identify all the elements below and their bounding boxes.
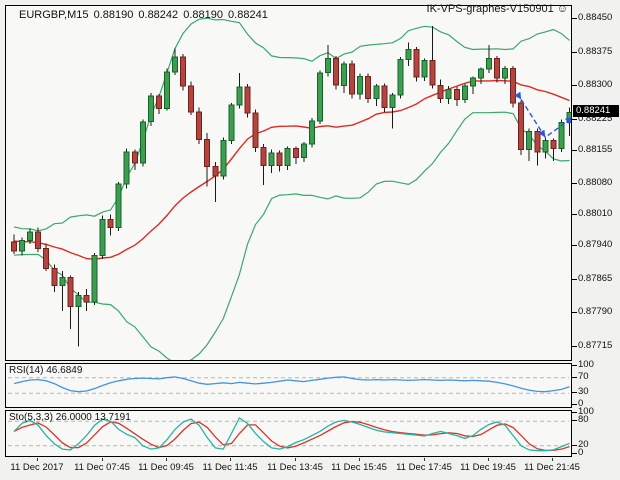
stochastic-scale-tick xyxy=(572,453,577,454)
rsi-scale-tick xyxy=(572,392,577,393)
time-axis-label: 11 Dec 19:45 xyxy=(460,462,516,473)
watermark: IK-VPS-graphes-V150901 ☺ xyxy=(426,3,568,15)
time-axis-tick xyxy=(37,458,38,461)
stochastic-panel[interactable]: Sto(5,3,3) 26.0000 13.7191 xyxy=(5,410,572,457)
price-axis-label: 0.88080 xyxy=(578,177,613,188)
symbol-label: EURGBP,M15 xyxy=(19,9,89,21)
bollinger-lower-line xyxy=(13,111,570,360)
price-axis-tick xyxy=(572,85,577,86)
high-value: 0.88242 xyxy=(138,9,179,21)
price-axis-tick xyxy=(572,279,577,280)
rsi-canvas[interactable] xyxy=(6,364,571,407)
rsi-scale-tick xyxy=(572,365,577,366)
stochastic-label: Sto(5,3,3) 26.0000 13.7191 xyxy=(9,412,131,423)
stochastic-signal-line xyxy=(13,420,570,452)
price-axis-tick xyxy=(572,183,577,184)
rsi-label: RSI(14) 46.6849 xyxy=(9,365,83,376)
smiley-icon: ☺ xyxy=(556,3,568,15)
price-axis-tick xyxy=(572,214,577,215)
stochastic-scale-tick xyxy=(572,420,577,421)
price-axis-label: 0.88375 xyxy=(578,46,613,57)
rsi-scale-label: 0 xyxy=(578,398,584,409)
ohlc-readout: EURGBP,M15 0.88190 0.88242 0.88190 0.882… xyxy=(19,9,270,21)
time-axis-tick xyxy=(488,458,489,461)
main-chart-panel[interactable]: EURGBP,M15 0.88190 0.88242 0.88190 0.882… xyxy=(5,5,572,361)
time-axis-label: 11 Dec 15:45 xyxy=(331,462,387,473)
rsi-scale-label: 30 xyxy=(578,386,589,397)
rsi-scale-label: 70 xyxy=(578,371,589,382)
time-axis-label: 11 Dec 11:45 xyxy=(202,462,258,473)
rsi-scale-label: 100 xyxy=(578,359,594,370)
zigzag-arrow-icon xyxy=(564,117,571,125)
price-axis-tick xyxy=(572,245,577,246)
stochastic-scale-label: 20 xyxy=(578,439,589,450)
stochastic-main-line xyxy=(13,416,570,452)
price-axis-label: 0.87715 xyxy=(578,340,613,351)
price-axis-tick xyxy=(572,18,577,19)
open-value: 0.88190 xyxy=(93,9,134,21)
zigzag-arrow-icon xyxy=(538,129,546,138)
bollinger-upper-line xyxy=(13,17,570,232)
price-axis-tick xyxy=(572,312,577,313)
rsi-line xyxy=(13,376,570,393)
time-axis-tick xyxy=(552,458,553,461)
price-axis-tick xyxy=(572,346,577,347)
rsi-scale-tick xyxy=(572,377,577,378)
low-value: 0.88190 xyxy=(183,9,223,21)
zigzag-arrow-icon xyxy=(514,91,522,100)
price-axis-label: 0.87865 xyxy=(578,273,613,284)
stochastic-scale-label: 0 xyxy=(578,447,584,458)
candles-layer xyxy=(11,26,571,347)
price-axis-label: 0.88010 xyxy=(578,208,613,219)
current-price-tag: 0.88241 xyxy=(573,105,619,117)
price-axis-label: 0.88450 xyxy=(578,12,613,23)
price-axis-tick xyxy=(572,150,577,151)
time-axis-tick xyxy=(424,458,425,461)
price-chart-canvas[interactable] xyxy=(6,6,571,360)
stochastic-scale-label: 80 xyxy=(578,414,589,425)
stochastic-scale-tick xyxy=(572,412,577,413)
price-axis-label: 0.88300 xyxy=(578,79,613,90)
time-axis-label: 11 Dec 13:45 xyxy=(267,462,323,473)
price-axis-label: 0.88225 xyxy=(578,113,613,124)
time-axis-tick xyxy=(166,458,167,461)
time-axis-tick xyxy=(295,458,296,461)
price-axis-label: 0.87940 xyxy=(578,239,613,250)
stochastic-scale-tick xyxy=(572,445,577,446)
time-axis-tick xyxy=(359,458,360,461)
rsi-panel[interactable]: RSI(14) 46.6849 xyxy=(5,363,572,408)
price-axis-tick xyxy=(572,119,577,120)
moving-average-line xyxy=(13,79,570,260)
time-axis-label: 11 Dec 21:45 xyxy=(524,462,580,473)
price-axis-label: 0.87790 xyxy=(578,306,613,317)
time-axis-label: 11 Dec 2017 xyxy=(10,462,64,473)
price-axis-tick xyxy=(572,52,577,53)
rsi-scale-tick xyxy=(572,404,577,405)
stochastic-canvas[interactable] xyxy=(6,411,571,456)
time-axis-tick xyxy=(102,458,103,461)
time-axis-label: 11 Dec 07:45 xyxy=(74,462,130,473)
close-value: 0.88241 xyxy=(228,9,268,21)
time-axis-label: 11 Dec 09:45 xyxy=(138,462,194,473)
price-axis-label: 0.88155 xyxy=(578,144,613,155)
time-axis-tick xyxy=(230,458,231,461)
stochastic-scale-label: 100 xyxy=(578,406,594,417)
time-axis-label: 11 Dec 17:45 xyxy=(396,462,452,473)
